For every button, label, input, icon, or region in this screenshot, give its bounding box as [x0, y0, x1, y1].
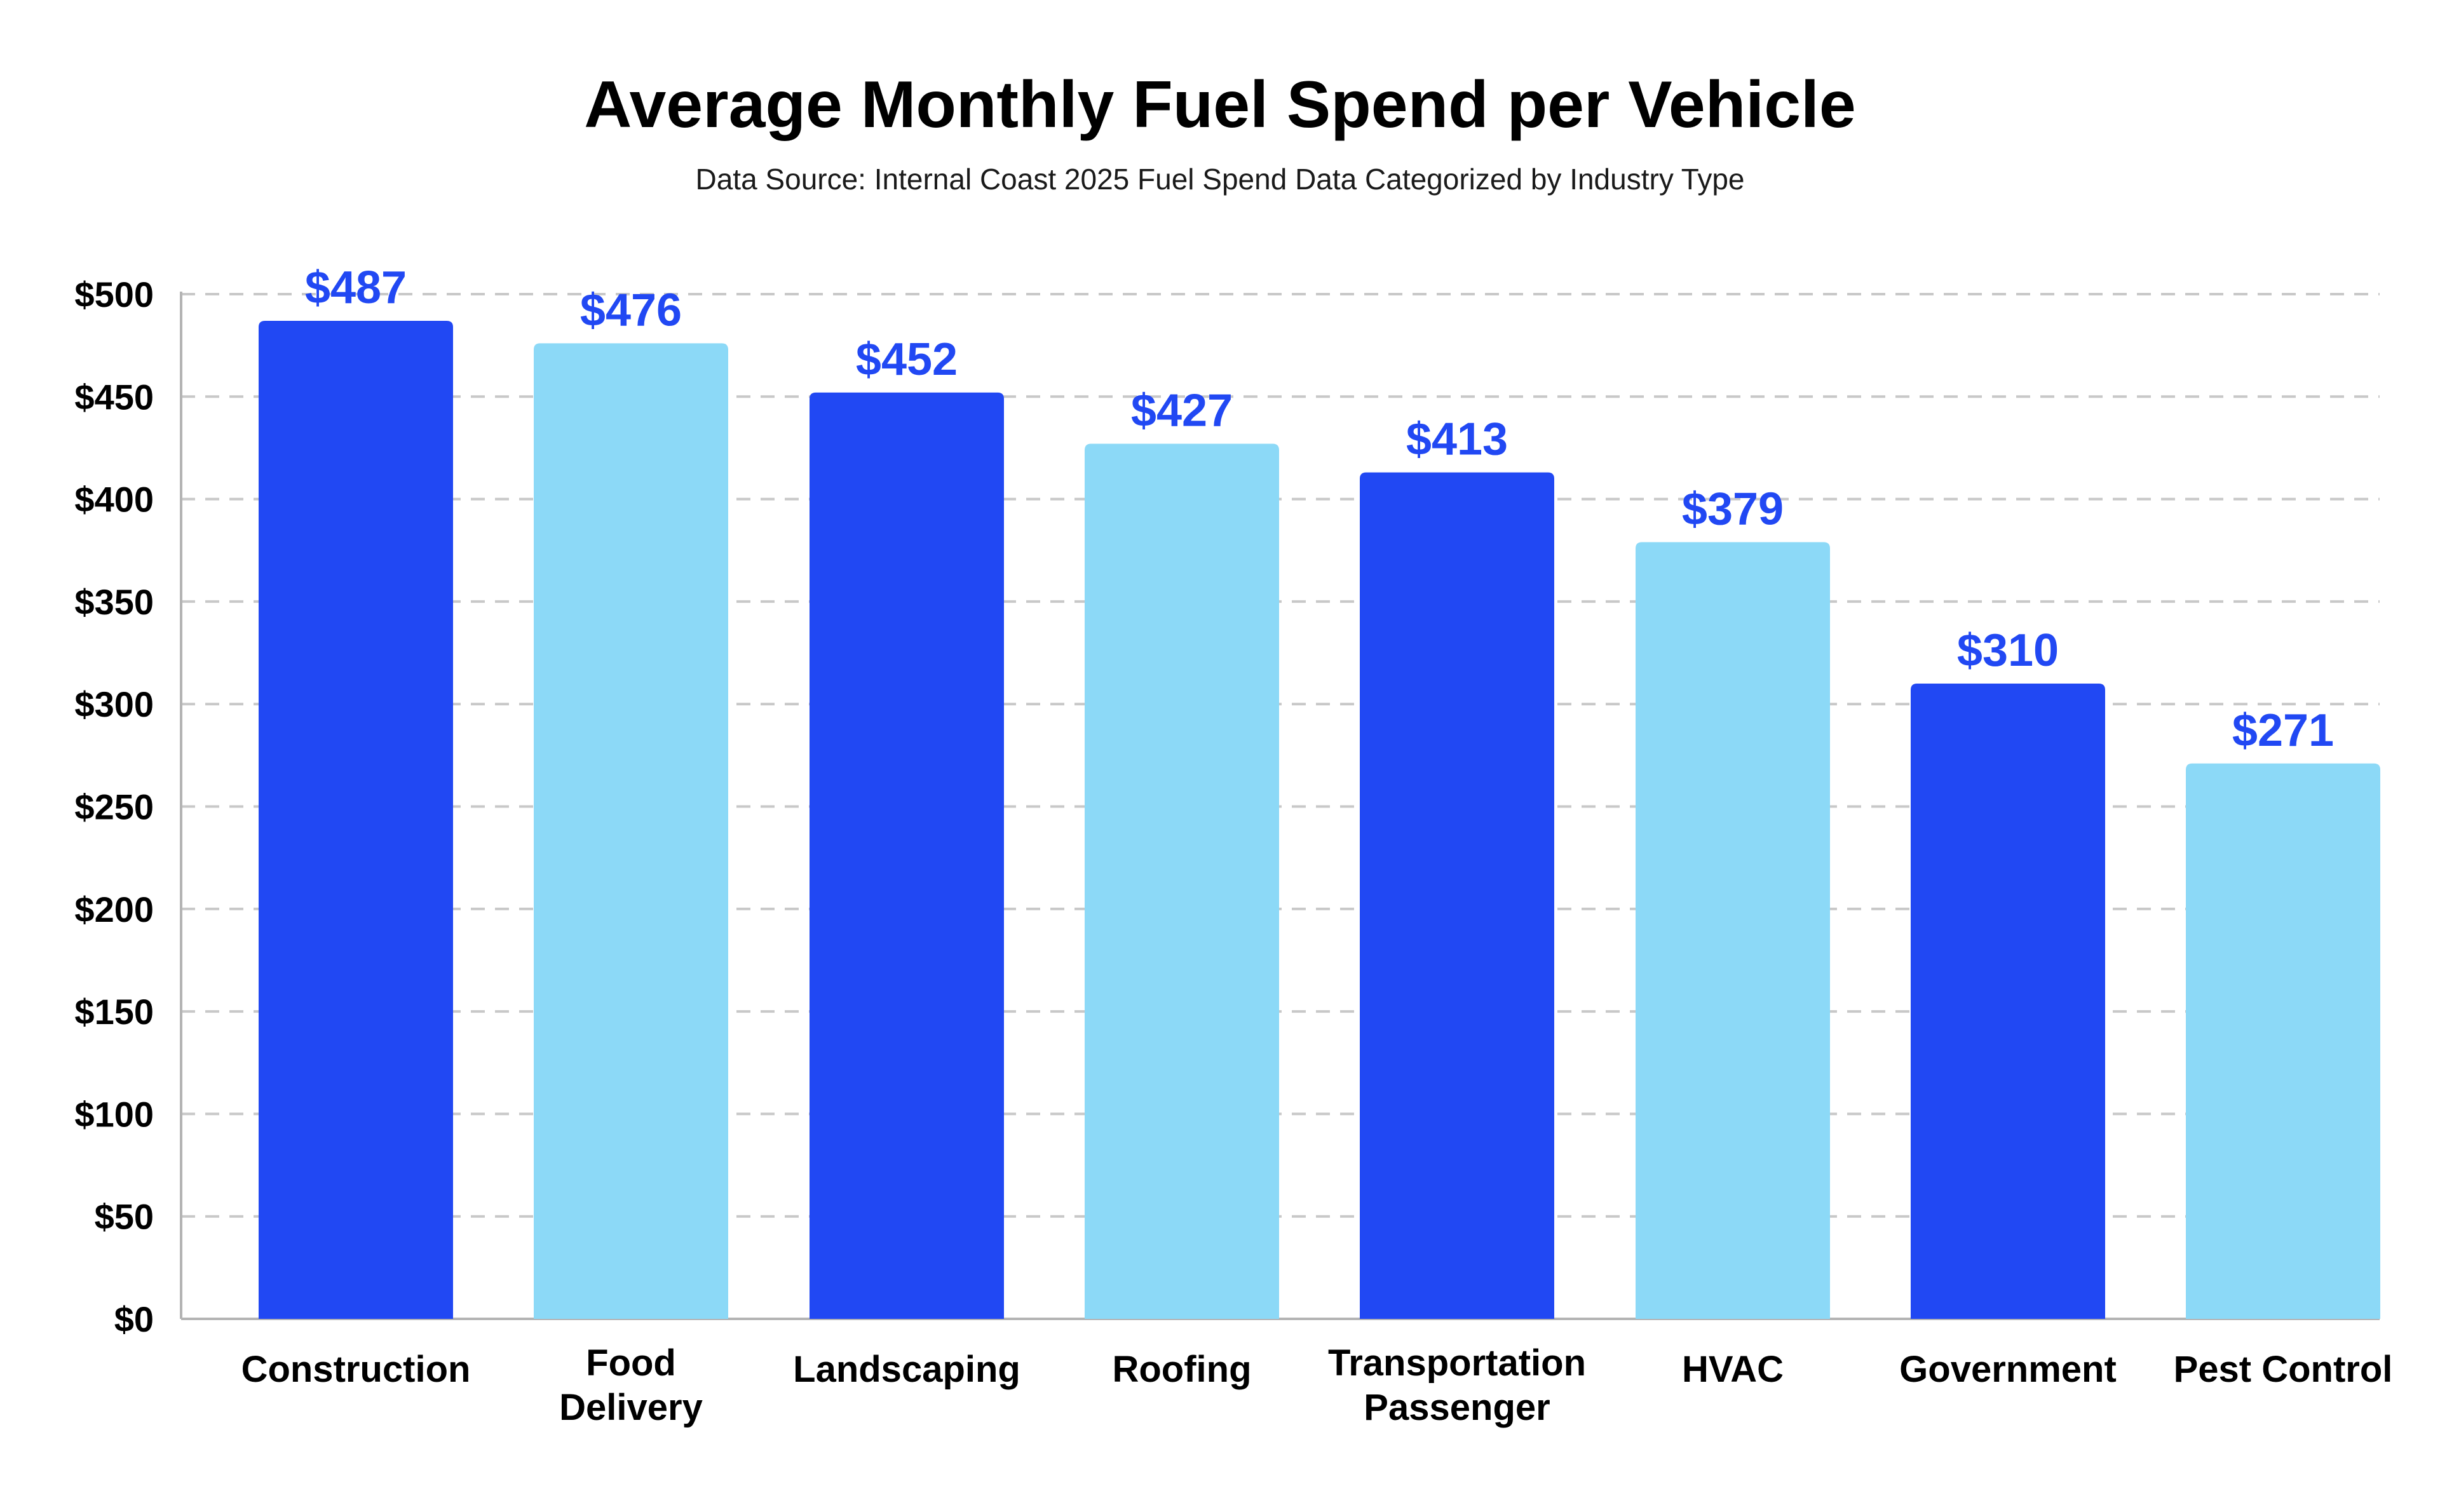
y-tick-label: $450 — [74, 377, 154, 417]
data-label: $413 — [1406, 414, 1508, 465]
data-label: $379 — [1682, 483, 1784, 534]
y-tick-label: $250 — [74, 787, 154, 827]
y-tick-label: $300 — [74, 684, 154, 724]
x-tick-label: HVAC — [1682, 1349, 1784, 1390]
y-tick-label: $100 — [74, 1094, 154, 1134]
x-tick-label: Food — [586, 1342, 676, 1384]
data-label: $476 — [580, 285, 682, 335]
y-tick-label: $500 — [74, 274, 154, 314]
x-tick-label: Delivery — [559, 1387, 703, 1428]
x-tick-label: Roofing — [1112, 1349, 1251, 1390]
bars — [259, 320, 2380, 1320]
y-axis-tick-labels: $0 $50 $100 $150 $200 $250 $300 $350 $400 $450 $50… — [74, 274, 154, 1339]
y-tick-label: $50 — [95, 1197, 154, 1237]
x-tick-label: Passenger — [1364, 1387, 1550, 1428]
y-tick-label: $0 — [114, 1299, 154, 1339]
data-label: $487 — [305, 262, 407, 313]
data-labels: $487 $476 $452 $427 $413 $379 $310 $271 — [305, 262, 2334, 756]
bar — [1360, 472, 1554, 1319]
chart-subtitle: Data Source: Internal Coast 2025 Fuel Sp… — [695, 163, 1744, 196]
bar — [810, 392, 1004, 1319]
x-tick-label: Transportation — [1328, 1342, 1586, 1384]
y-tick-label: $200 — [74, 889, 154, 929]
x-tick-label: Construction — [241, 1349, 471, 1390]
y-tick-label: $350 — [74, 582, 154, 622]
bar — [1085, 443, 1279, 1319]
chart-title: Average Monthly Fuel Spend per Vehicle — [584, 68, 1856, 142]
data-label: $271 — [2232, 705, 2334, 756]
x-tick-label: Landscaping — [793, 1349, 1020, 1390]
data-label: $452 — [856, 334, 958, 385]
bar — [2186, 763, 2380, 1319]
bar — [259, 320, 453, 1319]
data-label: $427 — [1131, 385, 1233, 436]
bar — [1911, 683, 2105, 1319]
bar — [534, 343, 728, 1319]
x-tick-label: Government — [1899, 1349, 2117, 1390]
x-tick-label: Pest Control — [2174, 1349, 2393, 1390]
bar — [1636, 542, 1830, 1320]
data-label: $310 — [1957, 625, 2059, 676]
y-tick-label: $150 — [74, 992, 154, 1032]
y-tick-label: $400 — [74, 480, 154, 520]
